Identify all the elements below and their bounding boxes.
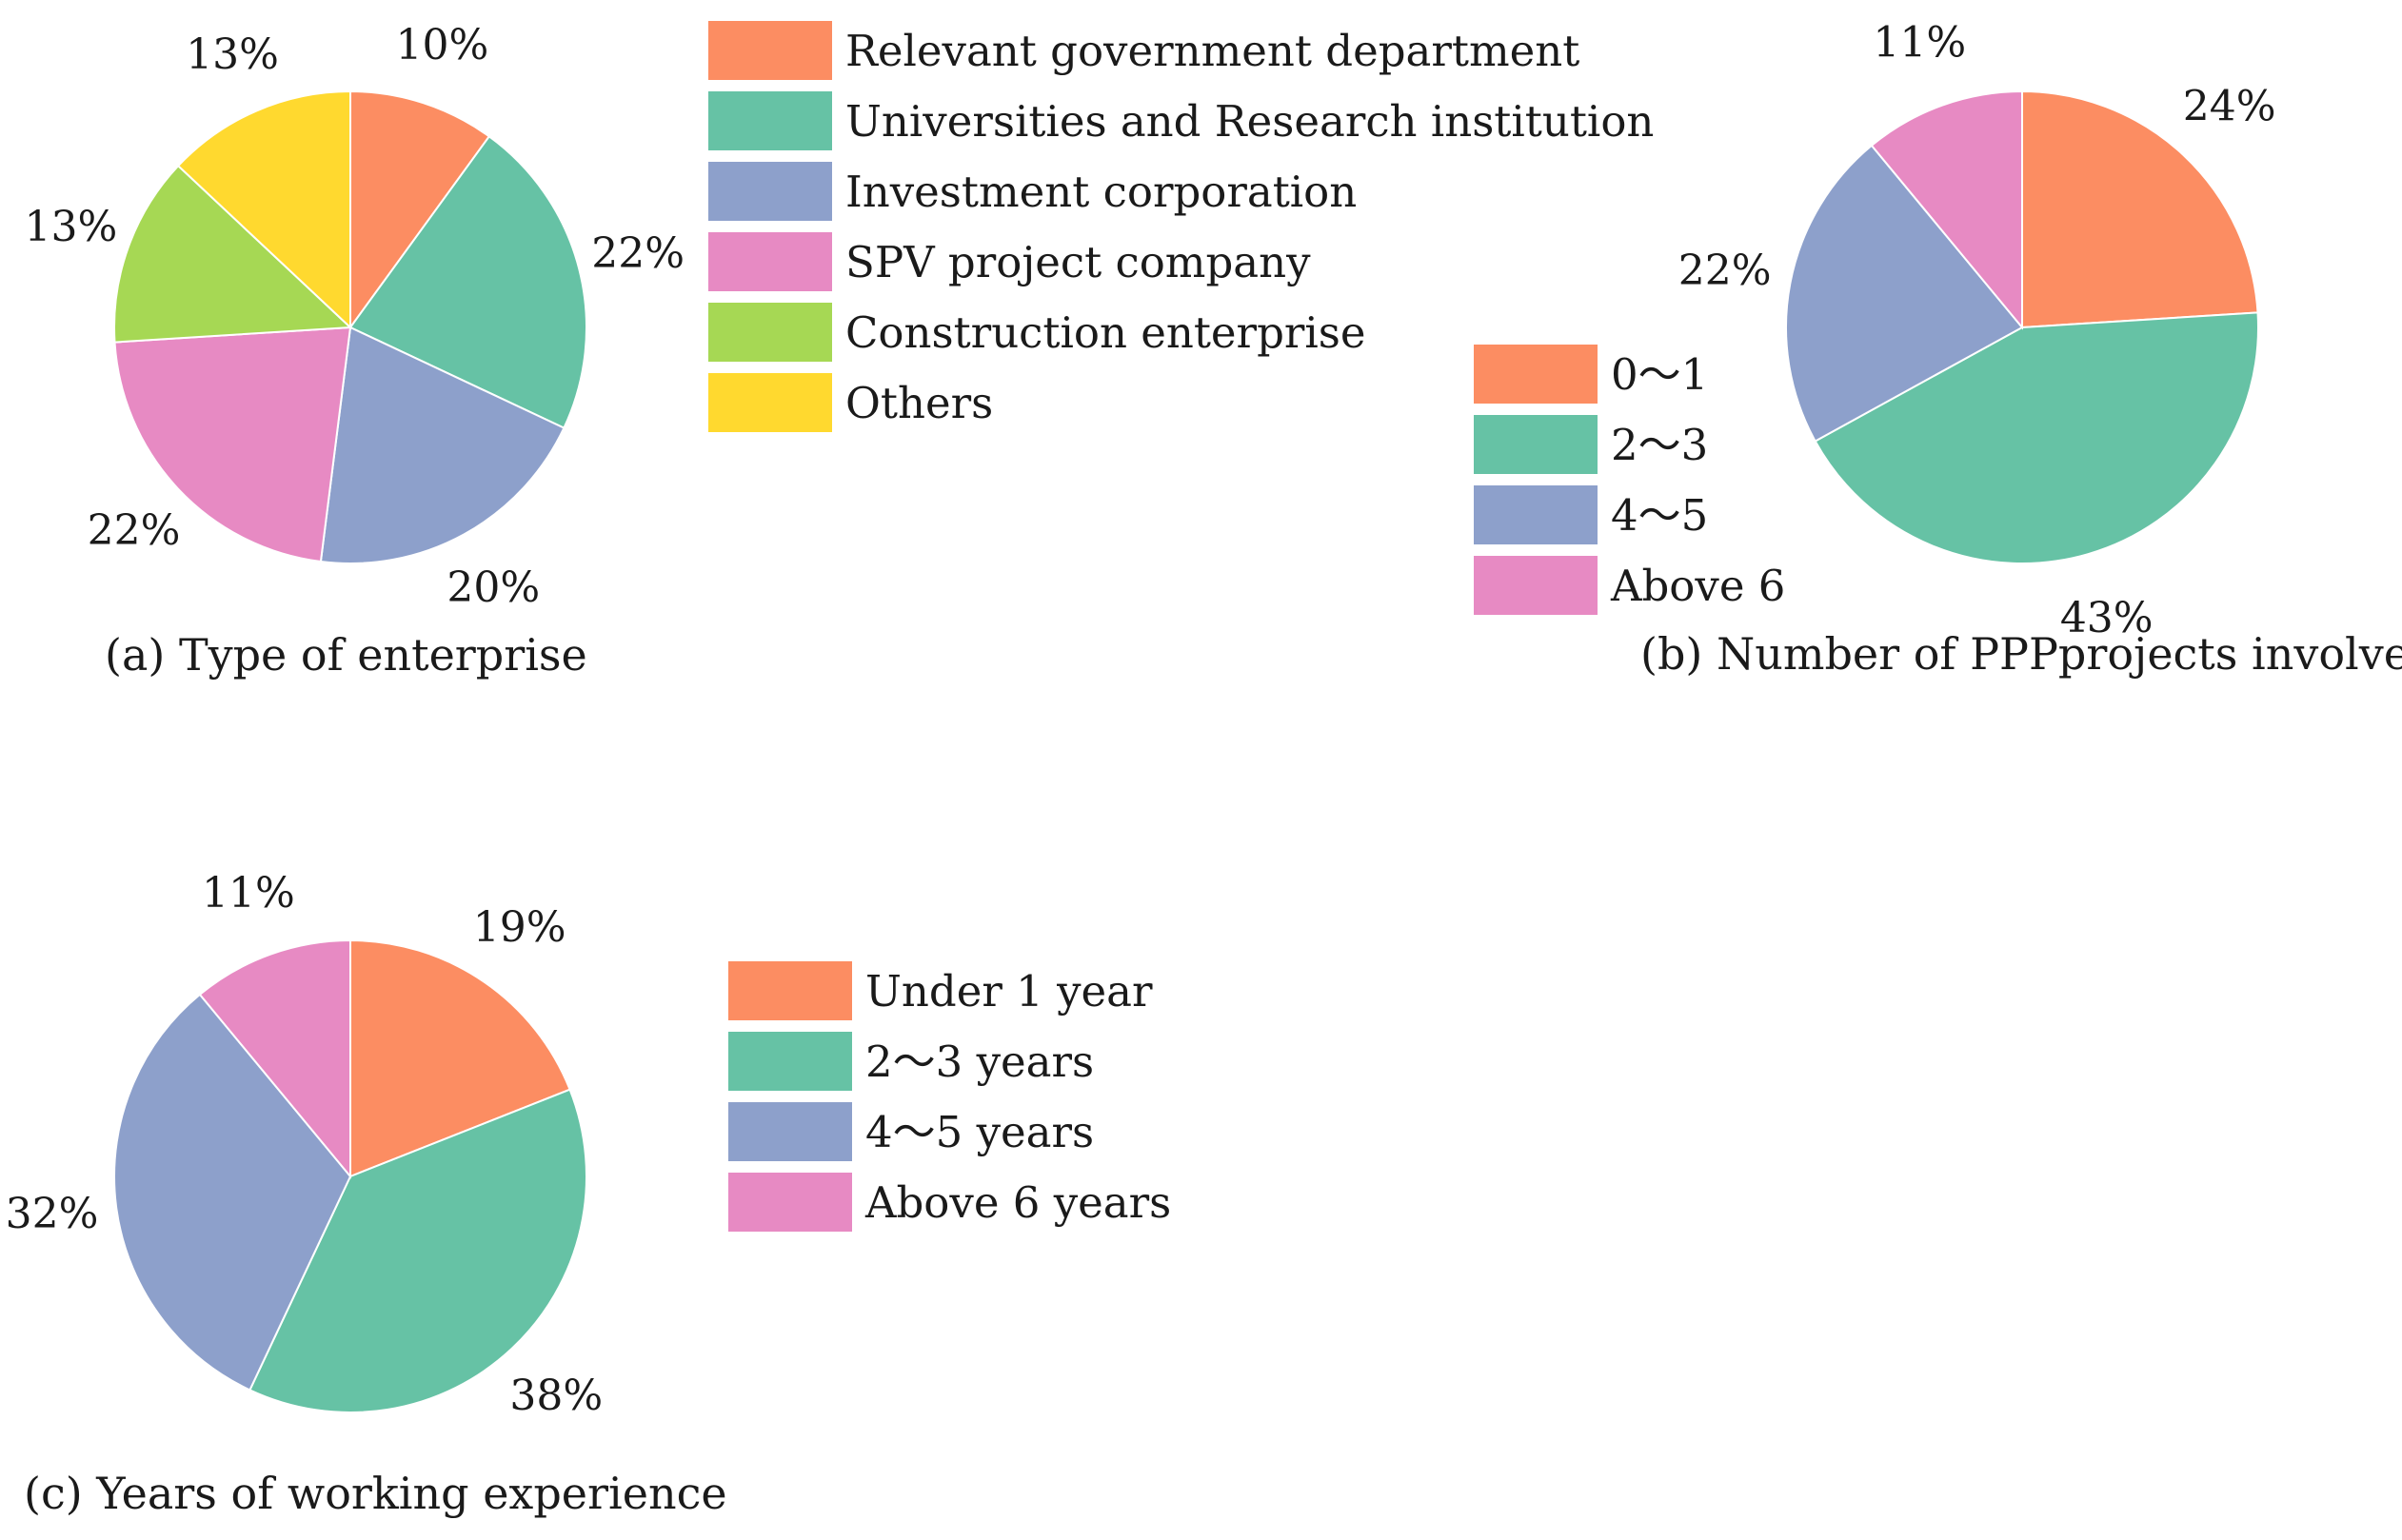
legend-item: Investment corporation: [708, 156, 1654, 227]
legend-item: Others: [708, 367, 1654, 438]
pie-slice-c-1: [248, 1088, 587, 1413]
legend-label: Universities and Research institution: [845, 95, 1655, 147]
chart-b-caption: (b) Number of PPPprojects involved: [1640, 628, 2402, 680]
pie-slice-b-3: [1870, 89, 2023, 330]
legend-label: SPV project company: [845, 236, 1311, 287]
pie-slice-a-4: [113, 164, 353, 344]
pie-label-a-1: 22%: [591, 229, 685, 278]
pie-label-a-2: 20%: [447, 563, 540, 612]
pie-slice-a-2: [319, 326, 566, 564]
pie-slice-b-1: [1814, 311, 2259, 564]
legend-c: Under 1 year 2～3 years 4～5 years Above 6…: [728, 956, 1171, 1237]
legend-swatch: [728, 1032, 852, 1091]
legend-swatch: [708, 162, 832, 221]
pie-chart-c: 19% 38% 32% 11%: [0, 847, 724, 1456]
legend-label: Investment corporation: [845, 166, 1358, 217]
legend-item: Above 6 years: [728, 1167, 1171, 1237]
pie-label-a-4: 13%: [25, 203, 118, 251]
pie-label-c-0: 19%: [473, 903, 566, 952]
legend-label: Above 6 years: [865, 1176, 1172, 1228]
legend-item: SPV project company: [708, 227, 1654, 297]
legend-swatch: [1474, 345, 1598, 404]
pie-label-c-2: 32%: [6, 1190, 99, 1238]
pie-label-a-5: 13%: [186, 30, 279, 79]
legend-label: Under 1 year: [865, 965, 1153, 1017]
pie-chart-b: 24% 43% 22% 11%: [1618, 0, 2402, 685]
pie-label-a-3: 22%: [88, 506, 181, 555]
pie-slice-a-5: [176, 89, 351, 330]
pie-c-svg: 19% 38% 32% 11%: [6, 869, 604, 1420]
pie-label-b-0: 24%: [2183, 83, 2276, 131]
pie-label-b-2: 22%: [1678, 247, 1772, 295]
legend-item: Relevant government department: [708, 15, 1654, 86]
legend-swatch: [708, 303, 832, 362]
legend-label: 4～5: [1611, 489, 1709, 541]
pie-label-c-3: 11%: [202, 869, 295, 918]
legend-swatch: [708, 232, 832, 291]
legend-swatch: [728, 1173, 852, 1232]
pie-slice-a-0: [349, 89, 491, 331]
legend-item: Under 1 year: [728, 956, 1171, 1026]
legend-a: Relevant government department Universit…: [708, 15, 1654, 438]
legend-item: 2～3 years: [728, 1026, 1171, 1096]
legend-label: 2～3 years: [865, 1036, 1095, 1087]
pie-a-svg: 10% 22% 20% 22% 13% 13%: [25, 21, 685, 612]
pie-label-c-1: 38%: [509, 1372, 603, 1420]
pie-chart-a: 10% 22% 20% 22% 13% 13%: [0, 0, 724, 685]
legend-label: Relevant government department: [845, 25, 1580, 76]
pie-slice-c-2: [113, 993, 352, 1392]
pie-slice-c-3: [198, 938, 351, 1179]
pie-label-b-3: 11%: [1873, 18, 1966, 67]
legend-swatch: [708, 21, 832, 80]
pie-label-a-0: 10%: [396, 21, 489, 69]
pie-b-svg: 24% 43% 22% 11%: [1678, 18, 2276, 642]
legend-swatch: [1474, 415, 1598, 474]
pie-slice-b-0: [2021, 89, 2259, 329]
pie-label-b-1: 43%: [2060, 594, 2154, 642]
legend-item: 0～1: [1474, 339, 1785, 409]
legend-swatch: [1474, 556, 1598, 615]
legend-item: Above 6: [1474, 550, 1785, 621]
pie-slice-c-0: [349, 938, 571, 1178]
chart-c-caption: (c) Years of working experience: [24, 1468, 727, 1519]
legend-swatch: [708, 91, 832, 150]
legend-item: 4～5 years: [728, 1096, 1171, 1167]
legend-swatch: [728, 1102, 852, 1161]
legend-b: 0～1 2～3 4～5 Above 6: [1474, 339, 1785, 621]
legend-item: Universities and Research institution: [708, 86, 1654, 156]
legend-item: Construction enterprise: [708, 297, 1654, 367]
chart-a-caption: (a) Type of enterprise: [105, 629, 587, 681]
legend-item: 2～3: [1474, 409, 1785, 480]
legend-label: 0～1: [1611, 348, 1709, 400]
legend-label: Construction enterprise: [845, 306, 1366, 358]
legend-label: 4～5 years: [865, 1106, 1095, 1157]
legend-item: 4～5: [1474, 480, 1785, 550]
legend-swatch: [728, 961, 852, 1020]
legend-swatch: [1474, 485, 1598, 544]
legend-swatch: [708, 373, 832, 432]
pie-slice-b-2: [1785, 144, 2024, 443]
legend-label: Above 6: [1611, 560, 1786, 611]
legend-label: Others: [845, 377, 994, 428]
pie-slice-a-3: [113, 326, 352, 563]
legend-label: 2～3: [1611, 419, 1709, 470]
